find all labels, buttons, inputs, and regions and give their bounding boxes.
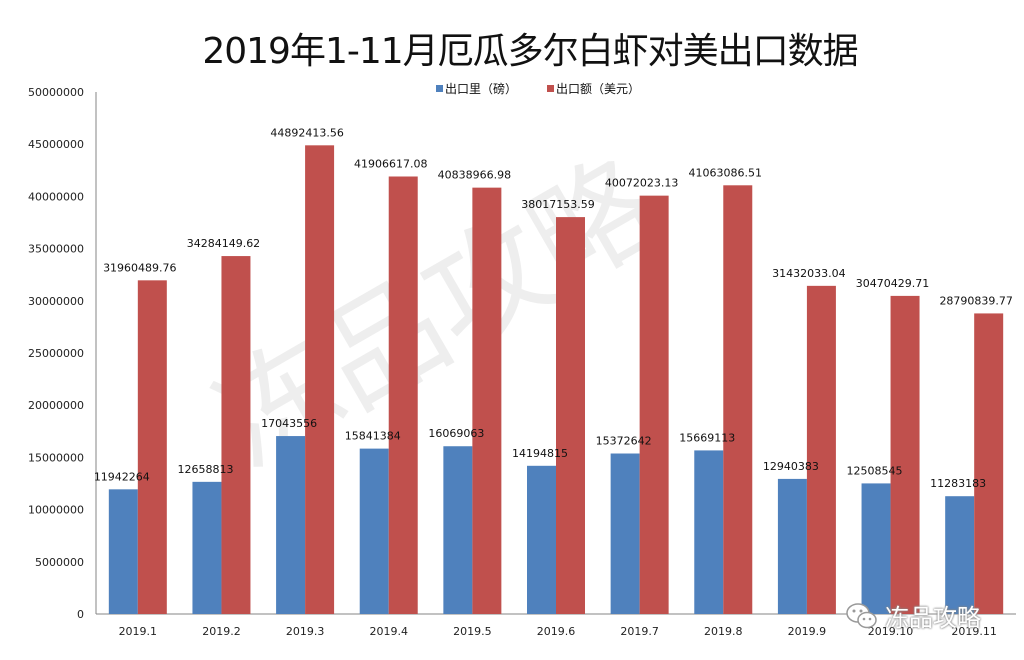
legend-item-volume: 出口里（磅） bbox=[436, 80, 517, 97]
bar-volume bbox=[359, 448, 389, 614]
data-label-value: 38017153.59 bbox=[521, 198, 594, 211]
bar-value bbox=[388, 176, 418, 614]
data-label-value: 28790839.77 bbox=[939, 294, 1012, 307]
y-tick-label: 0 bbox=[77, 608, 84, 621]
y-tick-label: 25000000 bbox=[28, 347, 84, 360]
data-label-volume: 15669113 bbox=[679, 431, 735, 444]
bar-value bbox=[221, 256, 251, 614]
x-tick-label: 2019.1 bbox=[119, 625, 158, 638]
bars bbox=[108, 145, 1004, 615]
data-label-volume: 11942264 bbox=[94, 470, 150, 483]
y-tick-label: 15000000 bbox=[28, 451, 84, 464]
data-label-value: 30470429.71 bbox=[856, 277, 929, 290]
y-tick-label: 30000000 bbox=[28, 295, 84, 308]
bar-volume bbox=[945, 496, 975, 614]
x-tick-label: 2019.8 bbox=[704, 625, 743, 638]
data-label-volume: 12940383 bbox=[763, 460, 819, 473]
bar-volume bbox=[443, 446, 473, 614]
x-tick-label: 2019.10 bbox=[868, 625, 914, 638]
data-label-value: 41906617.08 bbox=[354, 157, 427, 170]
data-label-value: 41063086.51 bbox=[689, 166, 762, 179]
data-labels: 11942264 31960489.76 12658813 34284149.62 17… bbox=[94, 126, 1013, 490]
x-tick-label: 2019.9 bbox=[788, 625, 827, 638]
logo: 冻品攻略 bbox=[845, 598, 981, 633]
bar-volume bbox=[527, 465, 556, 614]
bar-volume bbox=[861, 483, 891, 614]
x-tick-label: 2019.11 bbox=[951, 625, 997, 638]
bar-value bbox=[639, 195, 669, 614]
legend-swatch-volume bbox=[436, 85, 443, 92]
wechat-icon bbox=[846, 602, 877, 628]
bar-value bbox=[890, 295, 920, 614]
bar-volume bbox=[777, 478, 807, 614]
logo-text: 冻品攻略 bbox=[885, 604, 981, 632]
x-tick-label: 2019.5 bbox=[453, 625, 492, 638]
data-label-value: 31432033.04 bbox=[772, 267, 845, 280]
chart-title: 2019年1-11月厄瓜多尔白虾对美出口数据 bbox=[202, 31, 858, 72]
bar-value bbox=[556, 217, 585, 614]
x-tick-label: 2019.4 bbox=[369, 625, 408, 638]
x-tick-label: 2019.6 bbox=[537, 625, 576, 638]
bar-volume bbox=[694, 450, 724, 614]
data-label-value: 40838966.98 bbox=[438, 169, 511, 182]
data-label-volume: 15841384 bbox=[345, 430, 401, 443]
data-label-value: 40072023.13 bbox=[605, 177, 678, 190]
data-label-value: 31960489.76 bbox=[103, 261, 176, 274]
legend-swatch-value bbox=[547, 85, 555, 92]
data-label-value: 44892413.56 bbox=[270, 126, 343, 139]
x-tick-label: 2019.2 bbox=[202, 625, 241, 638]
bar-volume bbox=[192, 481, 222, 614]
y-tick-label: 50000000 bbox=[28, 86, 84, 99]
bar-volume bbox=[610, 453, 640, 614]
bar-volume bbox=[276, 436, 306, 614]
legend-item-value: 出口额（美元） bbox=[547, 80, 640, 97]
bar-value bbox=[472, 187, 502, 615]
data-label-volume: 12658813 bbox=[177, 463, 233, 476]
data-label-volume: 17043556 bbox=[261, 417, 317, 430]
data-label-value: 34284149.62 bbox=[187, 237, 260, 250]
y-tick-label: 45000000 bbox=[28, 138, 84, 151]
bar-value bbox=[305, 145, 335, 615]
data-label-volume: 15372642 bbox=[596, 435, 652, 448]
data-label-volume: 14194815 bbox=[512, 447, 568, 460]
bar-volume bbox=[108, 489, 138, 614]
y-tick-label: 10000000 bbox=[28, 504, 84, 517]
bar-value bbox=[806, 285, 836, 614]
bar-value bbox=[974, 313, 1004, 614]
data-label-volume: 11283183 bbox=[930, 477, 986, 490]
bar-value bbox=[723, 185, 753, 614]
legend-label-value: 出口额（美元） bbox=[556, 82, 641, 96]
legend-label-volume: 出口里（磅） bbox=[445, 82, 518, 96]
x-tick-label: 2019.7 bbox=[620, 625, 659, 638]
bar-value bbox=[137, 280, 167, 614]
legend: 出口里（磅） 出口额（美元） bbox=[436, 80, 640, 97]
y-tick-label: 5000000 bbox=[35, 556, 84, 569]
x-tick-label: 2019.3 bbox=[286, 625, 325, 638]
data-label-volume: 12508545 bbox=[847, 464, 903, 477]
y-tick-label: 20000000 bbox=[28, 399, 84, 412]
y-tick-label: 40000000 bbox=[28, 190, 84, 203]
y-tick-label: 35000000 bbox=[28, 243, 84, 256]
data-label-volume: 16069063 bbox=[428, 427, 484, 440]
